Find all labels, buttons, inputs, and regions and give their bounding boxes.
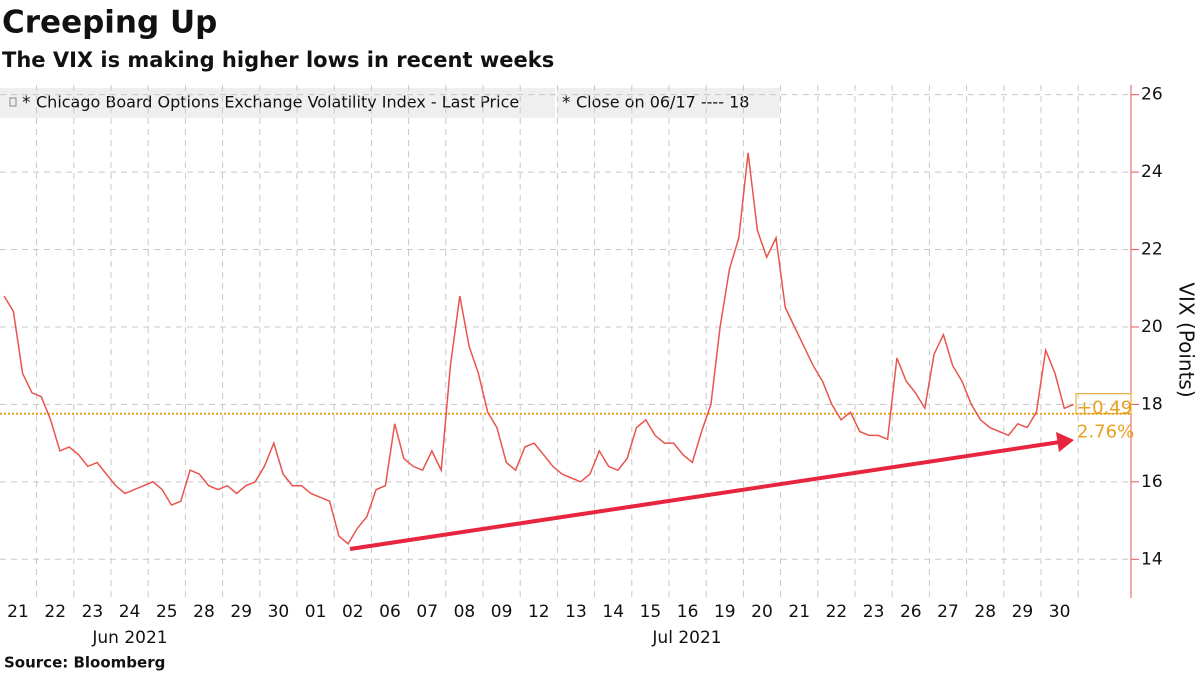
- y-axis-label: VIX (Points): [1175, 282, 1199, 397]
- trend-arrow: [349, 440, 1061, 551]
- x-tick-label: 21: [788, 602, 810, 622]
- x-tick-label: 28: [193, 602, 215, 622]
- x-tick-label: 02: [342, 602, 364, 622]
- x-tick-label: 23: [82, 602, 104, 622]
- annotation: +0.49: [1077, 398, 1132, 419]
- x-tick-label: 29: [230, 602, 252, 622]
- x-tick-label: 24: [119, 602, 141, 622]
- x-tick-label: 16: [677, 602, 699, 622]
- legend-entry: Close on 06/17 ---- 18: [576, 93, 749, 112]
- x-tick-label: 06: [379, 602, 401, 622]
- x-tick-label: 20: [751, 602, 773, 622]
- y-tick-label: 20: [1141, 317, 1163, 337]
- legend-icon: [9, 97, 17, 107]
- y-tick-label: 24: [1141, 162, 1163, 182]
- y-tick-label: 22: [1141, 240, 1163, 260]
- x-tick-label: 25: [156, 602, 178, 622]
- arrow-head: [1056, 432, 1074, 452]
- x-tick-label: 26: [900, 602, 922, 622]
- x-tick-label: 28: [974, 602, 996, 622]
- chart-subtitle: The VIX is making higher lows in recent …: [2, 48, 554, 72]
- close-box: [1075, 393, 1132, 415]
- source: Source: Bloomberg: [4, 654, 165, 672]
- legend-marker: *: [22, 93, 31, 113]
- chart-title: Creeping Up: [2, 5, 217, 41]
- month-label: Jul 2021: [651, 628, 721, 648]
- month-label: Jun 2021: [91, 628, 167, 648]
- legend-bg: [0, 88, 780, 118]
- x-tick-label: 15: [640, 602, 662, 622]
- x-tick-label: 09: [491, 602, 513, 622]
- x-tick-label: 21: [7, 602, 29, 622]
- y-tick-label: 26: [1141, 85, 1163, 105]
- x-tick-label: 14: [602, 602, 624, 622]
- annotation: 2.76%: [1077, 422, 1134, 443]
- series-line: [3, 152, 1074, 545]
- x-tick-label: 30: [268, 602, 290, 622]
- x-tick-label: 07: [416, 602, 438, 622]
- x-tick-label: 27: [937, 602, 959, 622]
- x-tick-label: 12: [528, 602, 550, 622]
- legend-divider: [555, 88, 557, 118]
- x-tick-label: 19: [714, 602, 736, 622]
- y-tick-label: 16: [1141, 472, 1163, 492]
- x-tick-label: 01: [305, 602, 327, 622]
- x-tick-label: 22: [826, 602, 848, 622]
- x-tick-label: 23: [863, 602, 885, 622]
- legend-marker: *: [562, 93, 571, 113]
- x-tick-label: 13: [565, 602, 587, 622]
- legend-entry: Chicago Board Options Exchange Volatilit…: [36, 93, 519, 112]
- x-tick-label: 30: [1049, 602, 1071, 622]
- x-tick-label: 29: [1012, 602, 1034, 622]
- x-tick-label: 22: [44, 602, 66, 622]
- y-tick-label: 14: [1141, 549, 1163, 569]
- y-tick-label: 18: [1141, 394, 1163, 414]
- x-tick-label: 08: [454, 602, 476, 622]
